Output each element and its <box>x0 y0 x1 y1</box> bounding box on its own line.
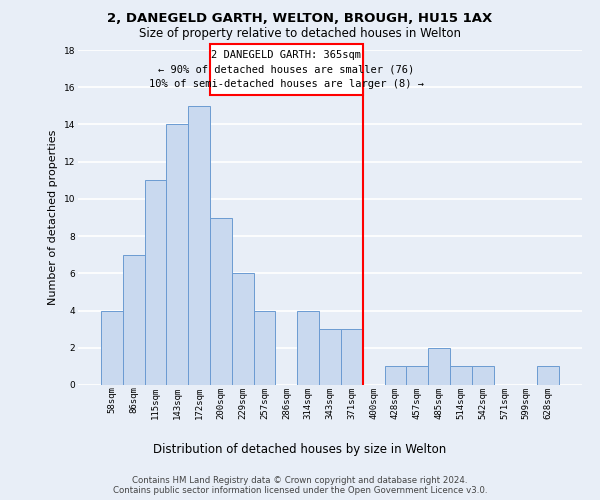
Bar <box>123 254 145 385</box>
Text: Contains HM Land Registry data © Crown copyright and database right 2024.
Contai: Contains HM Land Registry data © Crown c… <box>113 476 487 495</box>
Bar <box>537 366 559 385</box>
Text: Distribution of detached houses by size in Welton: Distribution of detached houses by size … <box>154 442 446 456</box>
Bar <box>450 366 472 385</box>
Bar <box>232 274 254 385</box>
Y-axis label: Number of detached properties: Number of detached properties <box>48 130 58 305</box>
Bar <box>385 366 406 385</box>
Bar <box>297 310 319 385</box>
Bar <box>101 310 123 385</box>
Bar <box>254 310 275 385</box>
Bar <box>341 329 363 385</box>
Text: Size of property relative to detached houses in Welton: Size of property relative to detached ho… <box>139 28 461 40</box>
Bar <box>166 124 188 385</box>
FancyBboxPatch shape <box>210 44 363 94</box>
Bar <box>472 366 494 385</box>
Text: 2, DANEGELD GARTH, WELTON, BROUGH, HU15 1AX: 2, DANEGELD GARTH, WELTON, BROUGH, HU15 … <box>107 12 493 26</box>
Bar <box>188 106 210 385</box>
Bar <box>319 329 341 385</box>
Text: 2 DANEGELD GARTH: 365sqm
← 90% of detached houses are smaller (76)
10% of semi-d: 2 DANEGELD GARTH: 365sqm ← 90% of detach… <box>149 50 424 90</box>
Bar <box>406 366 428 385</box>
Bar <box>145 180 166 385</box>
Bar <box>428 348 450 385</box>
Bar <box>210 218 232 385</box>
